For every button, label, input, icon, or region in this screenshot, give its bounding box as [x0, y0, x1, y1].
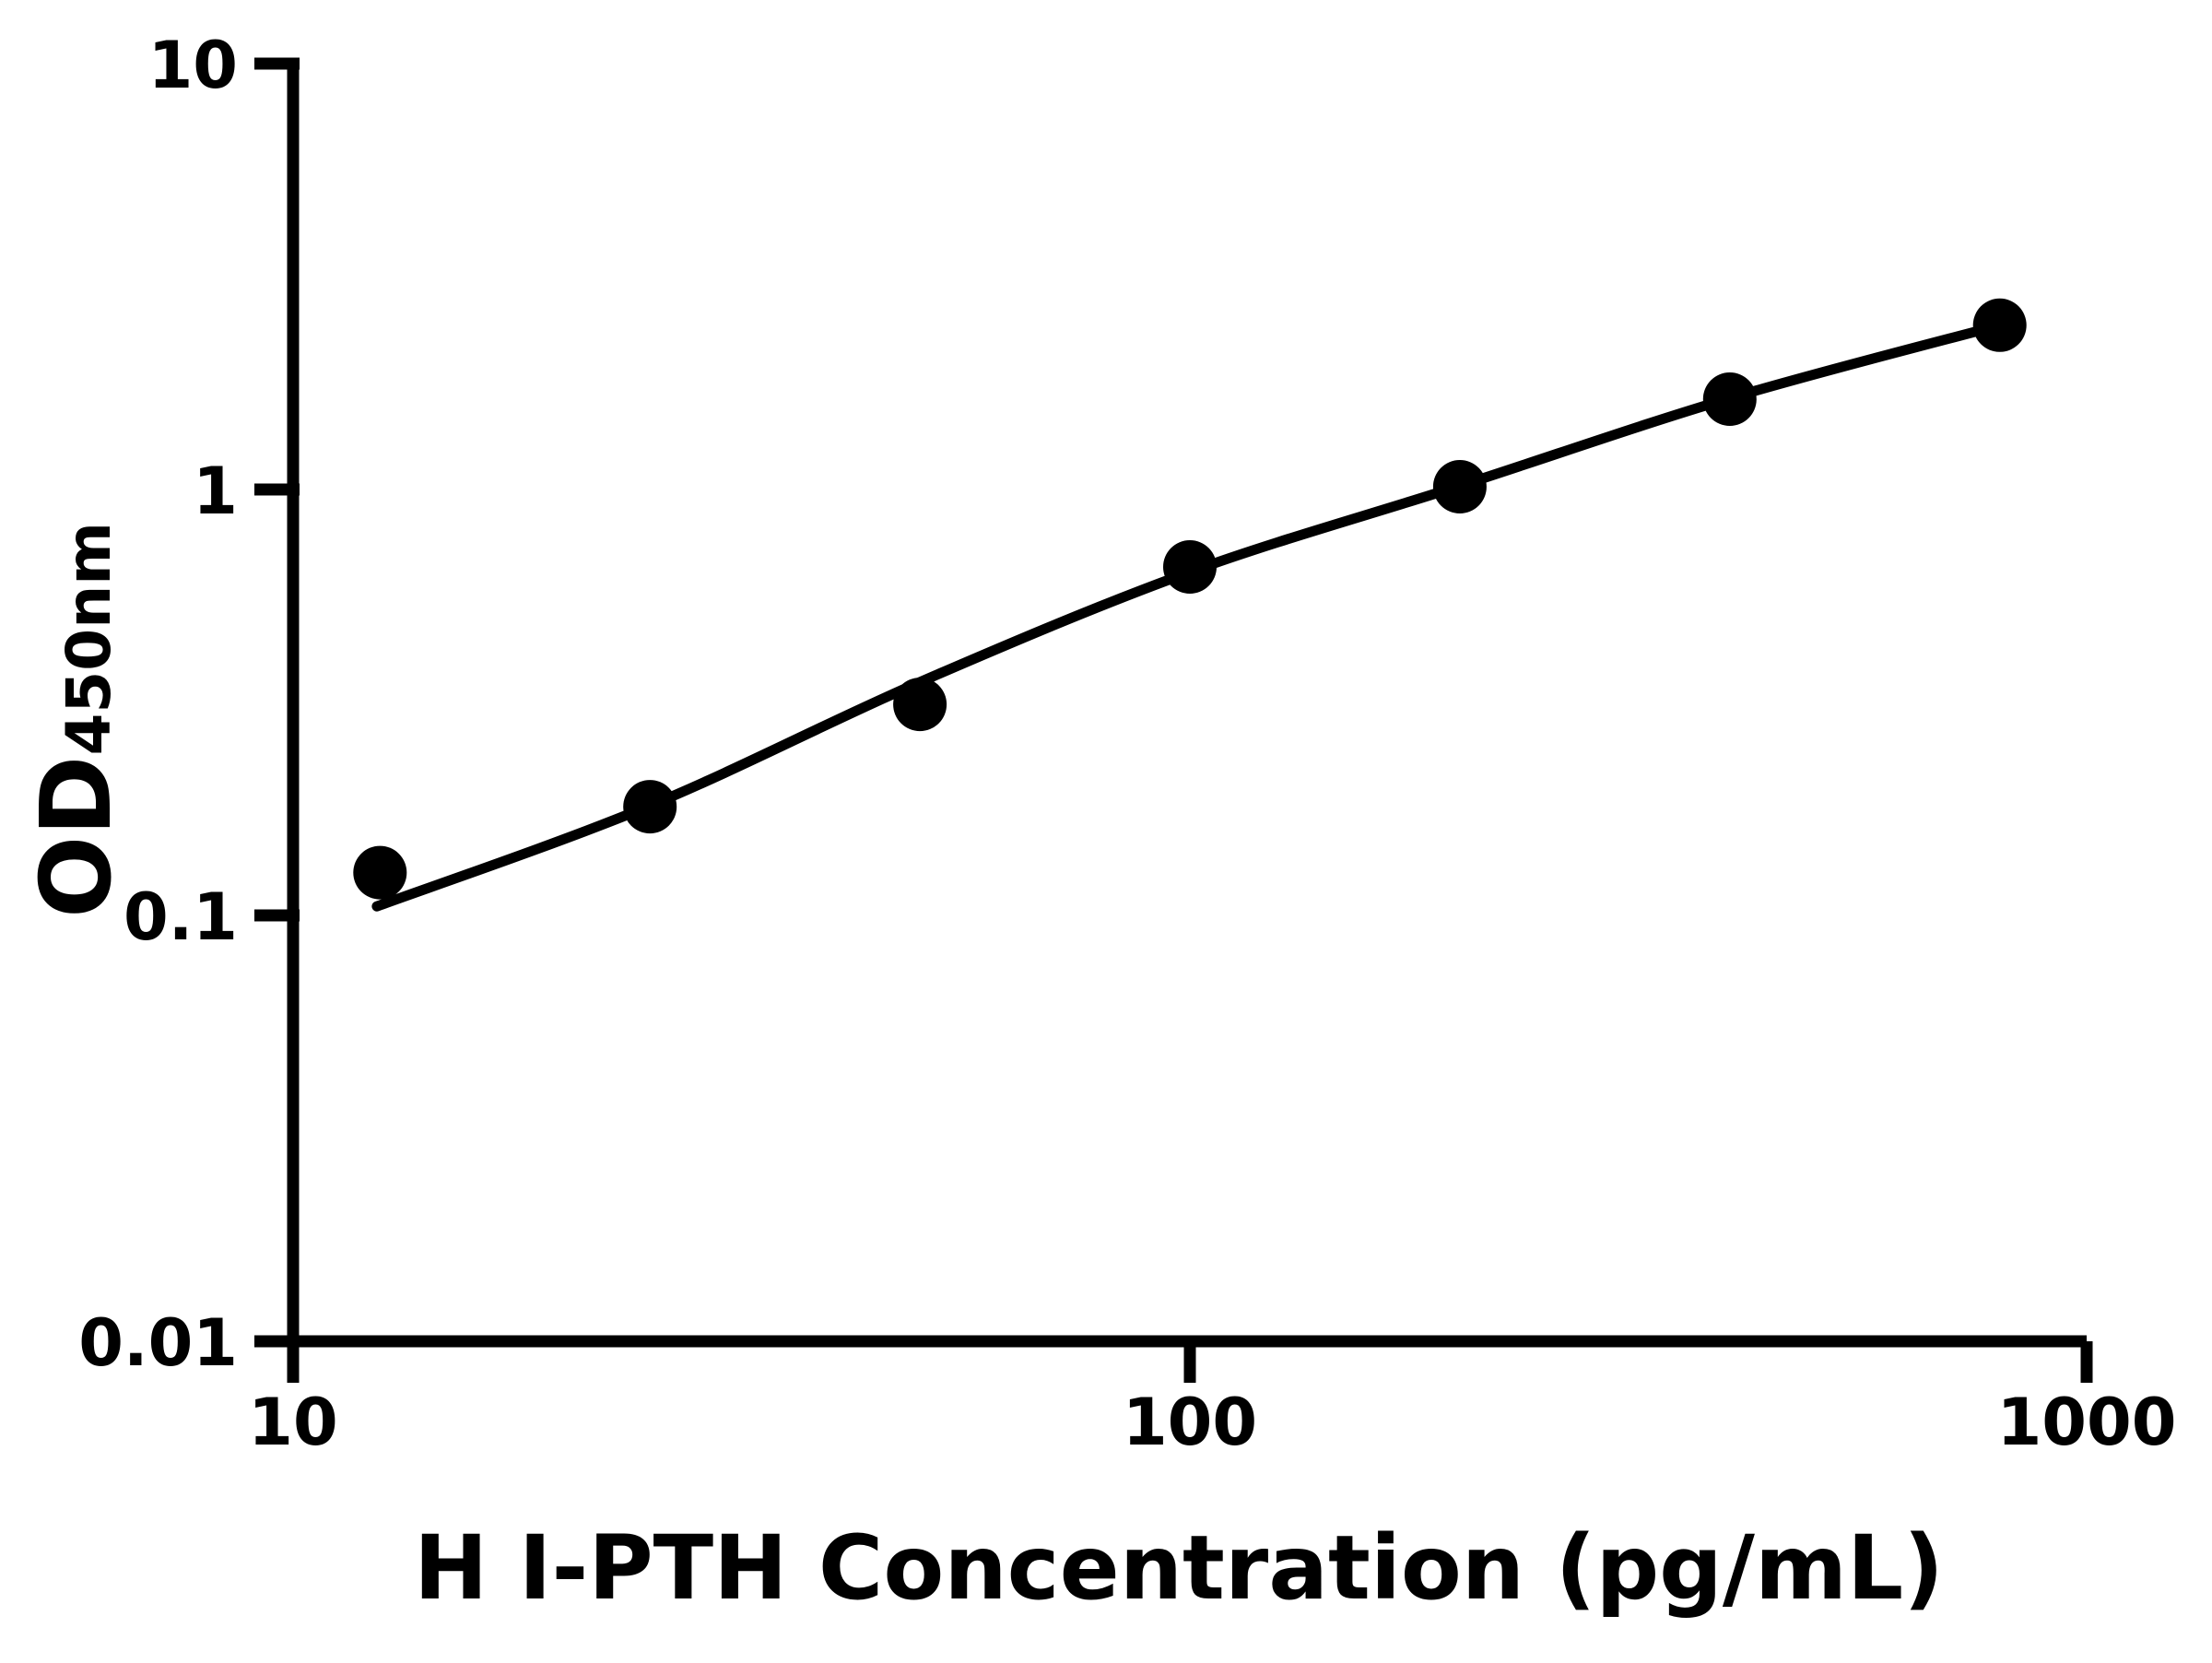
x-axis-tick-labels: 10 100 1000	[248, 1385, 2176, 1460]
axes	[287, 64, 2087, 1348]
data-point-x200	[1432, 460, 1487, 513]
data-point-x100	[1163, 540, 1217, 594]
x-tick-label-100: 100	[1123, 1385, 1257, 1460]
data-point-markers	[353, 298, 2027, 900]
x-axis-title: H I-PTH Concentration (pg/mL)	[414, 1516, 1944, 1620]
y-tick-label-10: 10	[148, 28, 238, 103]
y-axis-title-main: OD	[20, 756, 133, 918]
fitted-curve-line	[371, 320, 2006, 912]
y-axis-title: OD450nm	[20, 522, 133, 918]
data-point-x50	[893, 678, 947, 732]
y-axis-title-subscript: 450nm	[53, 522, 124, 756]
y-axis-tick-labels: 10 1 0.1 0.01	[78, 28, 238, 1381]
data-point-x400	[1702, 372, 1757, 426]
x-tick-label-10: 10	[248, 1385, 337, 1460]
y-tick-label-0.1: 0.1	[124, 879, 238, 955]
x-tick-label-1000: 1000	[1997, 1385, 2177, 1460]
data-point-x25	[623, 780, 677, 834]
y-tick-label-0.01: 0.01	[78, 1305, 238, 1381]
x-axis-ticks	[287, 1341, 2093, 1383]
data-point-x12.5	[353, 845, 407, 900]
y-tick-label-1: 1	[193, 454, 238, 529]
data-point-x800	[1972, 298, 2027, 352]
